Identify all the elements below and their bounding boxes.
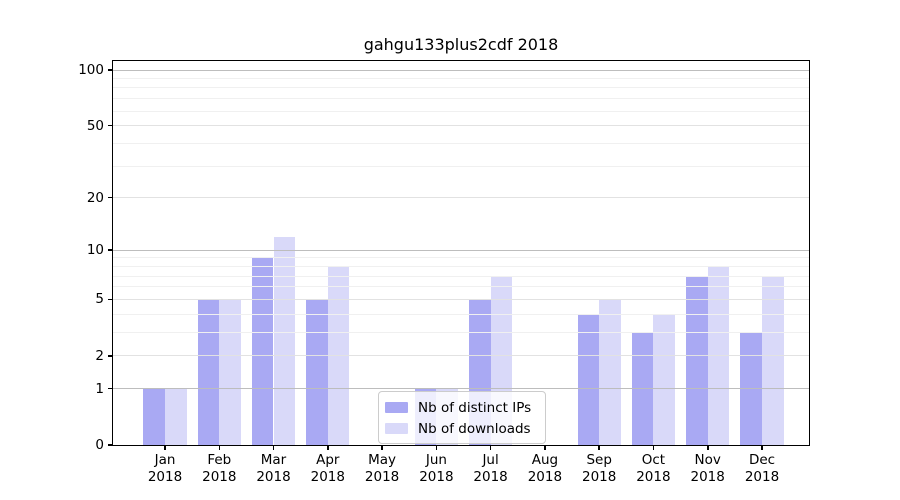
bar-distinct-ips-sep-2018 — [577, 314, 600, 445]
y-tick-label-5: 5 — [95, 291, 104, 308]
x-tick-0 — [164, 445, 166, 450]
x-tick-3 — [327, 445, 329, 450]
gridline-3 — [113, 331, 809, 333]
bar-downloads-feb-2018 — [219, 299, 241, 445]
x-tick-label-mar-2018: Mar 2018 — [256, 452, 291, 485]
gridline-100 — [113, 69, 809, 71]
x-tick-5 — [435, 445, 438, 450]
x-tick-label-oct-2018: Oct 2018 — [636, 452, 671, 485]
x-tick-9 — [652, 445, 655, 450]
gridline-4 — [113, 313, 809, 315]
x-tick-label-jul-2018: Jul 2018 — [473, 452, 508, 485]
legend-label-distinct-ips: Nb of distinct IPs — [418, 399, 532, 416]
bar-distinct-ips-jan-2018 — [143, 388, 165, 445]
bar-distinct-ips-mar-2018 — [251, 257, 274, 445]
y-tick-2 — [108, 355, 113, 357]
bar-downloads-oct-2018 — [653, 314, 676, 445]
gridline-90 — [113, 78, 809, 79]
bar-downloads-sep-2018 — [599, 299, 621, 445]
x-tick-4 — [381, 445, 383, 450]
y-tick-label-2: 2 — [95, 347, 104, 364]
y-tick-label-0: 0 — [95, 437, 104, 453]
y-tick-0 — [108, 444, 113, 446]
gridline-10 — [113, 249, 809, 251]
gridline-30 — [113, 165, 809, 167]
x-tick-label-jun-2018: Jun 2018 — [419, 452, 454, 485]
y-tick-label-100: 100 — [78, 62, 104, 78]
gridline-7 — [113, 275, 809, 277]
y-tick-label-1: 1 — [95, 380, 104, 397]
gridline-40 — [113, 142, 809, 144]
x-tick-label-apr-2018: Apr 2018 — [310, 452, 345, 485]
chart-title: gahgu133plus2cdf 2018 — [363, 35, 559, 54]
y-tick-1 — [108, 387, 113, 390]
x-tick-6 — [489, 445, 492, 450]
gridline-8 — [113, 266, 809, 267]
gridline-6 — [113, 286, 809, 288]
y-tick-50 — [108, 124, 113, 127]
gridline-60 — [113, 110, 809, 112]
gridline-9 — [113, 257, 809, 259]
y-tick-10 — [108, 249, 113, 251]
bar-downloads-jan-2018 — [165, 388, 187, 445]
x-tick-label-dec-2018: Dec 2018 — [744, 452, 780, 485]
x-tick-11 — [761, 445, 763, 450]
x-tick-label-nov-2018: Nov 2018 — [690, 452, 725, 485]
legend-item-distinct-ips: Nb of distinct IPs — [385, 397, 545, 418]
x-tick-label-feb-2018: Feb 2018 — [202, 452, 237, 485]
plot-area — [113, 61, 809, 445]
x-tick-8 — [598, 445, 600, 450]
gridline-20 — [113, 197, 809, 199]
x-tick-label-may-2018: May 2018 — [364, 452, 400, 485]
x-tick-2 — [272, 445, 275, 450]
bar-distinct-ips-apr-2018 — [306, 299, 328, 445]
x-tick-label-jan-2018: Jan 2018 — [147, 452, 183, 485]
legend-item-downloads: Nb of downloads — [385, 418, 545, 439]
gridline-50 — [113, 125, 809, 126]
bar-distinct-ips-feb-2018 — [197, 299, 220, 445]
legend-swatch-distinct-ips — [385, 402, 408, 413]
y-tick-label-10: 10 — [86, 242, 104, 259]
bar-downloads-mar-2018 — [273, 236, 296, 445]
x-tick-10 — [707, 445, 709, 450]
x-tick-label-aug-2018: Aug 2018 — [527, 452, 563, 485]
y-tick-100 — [108, 69, 113, 71]
bar-downloads-dec-2018 — [762, 276, 784, 445]
x-tick-label-sep-2018: Sep 2018 — [582, 452, 617, 485]
x-tick-7 — [544, 445, 546, 450]
y-tick-20 — [108, 196, 113, 199]
gridline-5 — [113, 298, 809, 300]
legend-label-downloads: Nb of downloads — [418, 420, 531, 437]
legend: Nb of distinct IPs Nb of downloads — [378, 391, 546, 444]
gridline-70 — [113, 98, 809, 100]
gridline-1 — [113, 388, 809, 390]
gridline-2 — [113, 355, 809, 357]
y-tick-5 — [108, 298, 113, 301]
x-tick-1 — [218, 445, 220, 450]
y-tick-label-50: 50 — [86, 117, 104, 134]
gridline-80 — [113, 87, 809, 89]
grid-layer — [113, 61, 809, 445]
bar-distinct-ips-nov-2018 — [686, 276, 708, 445]
legend-swatch-downloads — [385, 423, 408, 434]
y-tick-label-20: 20 — [86, 189, 104, 206]
